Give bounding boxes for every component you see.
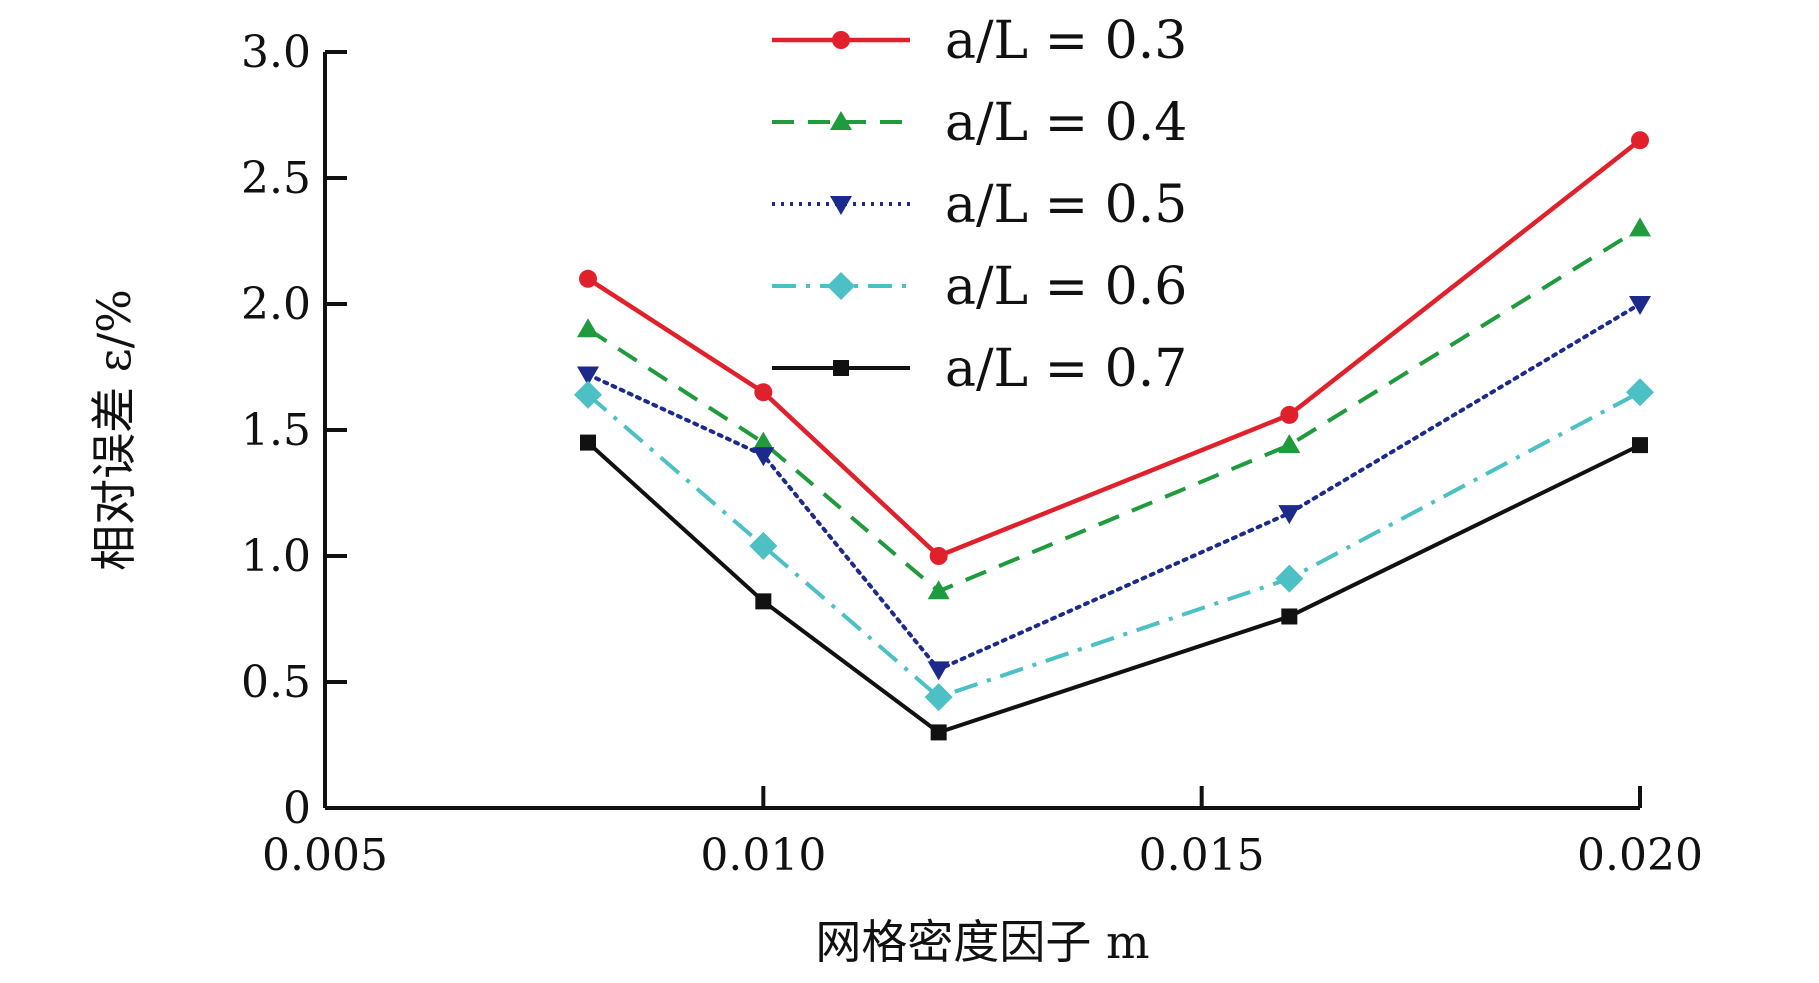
data-point [830,111,852,130]
data-point [1626,378,1654,407]
data-point [930,724,947,741]
data-point [1280,405,1299,424]
data-point [749,531,778,560]
legend-label: a/L = 0.4 [945,93,1187,153]
data-point [577,318,599,338]
plot-area [574,131,1654,741]
y-tick-label: 1.0 [241,531,311,582]
legend-label: a/L = 0.7 [945,339,1187,399]
data-point [927,661,950,681]
data-point [830,196,852,215]
legend: a/L = 0.3 a/L = 0.4 a/L = 0.5 a/L = 0.6 a/L … [772,11,1187,399]
data-point [924,683,953,712]
legend-entry: a/L = 0.7 [772,339,1187,399]
legend-label: a/L = 0.3 [945,11,1187,71]
x-tick-label: 0.015 [1139,830,1265,881]
y-tick-label: 2.5 [241,153,311,204]
data-point [1629,217,1651,237]
data-point [1631,131,1649,150]
data-point [574,380,602,409]
legend-entry: a/L = 0.3 [772,11,1187,71]
legend-label: a/L = 0.5 [945,175,1187,235]
data-point [1275,564,1304,593]
data-point [1278,434,1301,454]
series-1 [579,131,1649,565]
y-axis-title: 相对误差 ε/% [87,289,141,571]
axes: 0 0.5 1.0 1.5 2.0 2.5 3.0 0.005 0.010 0.015 0.020 [241,27,1703,881]
data-point [579,269,597,288]
y-tick-label: 2.0 [241,279,311,330]
data-point [929,547,948,565]
data-point [827,272,855,300]
x-tick-label: 0.020 [1577,830,1703,881]
data-point [1278,505,1301,525]
data-point [927,580,950,600]
data-point [833,360,849,376]
data-point [1632,437,1648,454]
legend-label: a/L = 0.6 [945,257,1187,317]
series-3 [577,296,1651,681]
x-tick-label: 0.010 [700,830,826,881]
legend-entry: a/L = 0.5 [772,175,1187,235]
data-point [754,383,773,402]
x-tick-label: 0.005 [262,830,388,881]
data-point [1281,608,1298,625]
series-line [586,390,1641,700]
legend-entry: a/L = 0.6 [772,257,1187,317]
legend-entry: a/L = 0.4 [772,93,1187,153]
y-tick-label: 3.0 [241,27,311,78]
data-point [752,447,775,467]
y-tick-label: 1.5 [241,405,311,456]
series-4 [574,378,1654,712]
data-point [1629,296,1651,315]
data-point [577,366,599,386]
data-point [580,434,596,451]
y-tick-label: 0.5 [241,657,311,708]
data-point [752,431,775,451]
y-tick-label: 0 [283,783,311,834]
series-5 [580,434,1648,741]
data-point [832,31,850,49]
data-point [755,593,772,610]
series-2 [577,217,1651,600]
x-axis-title: 网格密度因子 m [815,915,1149,969]
